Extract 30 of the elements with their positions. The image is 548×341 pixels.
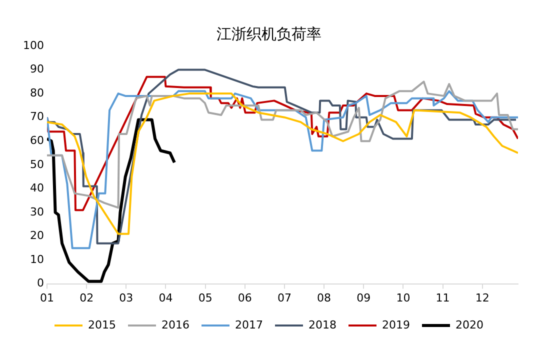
y-tick-label: 50: [30, 158, 44, 171]
x-tick-label: 08: [317, 291, 332, 304]
x-tick-label: 10: [396, 291, 410, 304]
y-tick-label: 20: [30, 229, 44, 242]
x-tick-label: 04: [158, 291, 173, 304]
legend-label: 2018: [308, 318, 336, 332]
y-tick-label: 40: [30, 182, 44, 195]
legend-label: 2019: [382, 318, 410, 332]
x-tick-label: 03: [119, 291, 134, 304]
legend-label: 2016: [162, 318, 190, 332]
legend-label: 2015: [88, 318, 116, 332]
x-tick-label: 06: [238, 291, 252, 304]
x-tick-label: 01: [40, 291, 54, 304]
chart-title: 江浙织机负荷率: [216, 24, 322, 43]
y-tick-label: 30: [30, 205, 44, 218]
y-tick-label: 10: [30, 252, 44, 266]
y-tick-label: 0: [36, 276, 44, 290]
y-tick-label: 80: [30, 86, 44, 100]
y-tick-label: 60: [30, 134, 44, 147]
x-tick-label: 02: [80, 291, 94, 304]
legend-label: 2020: [455, 318, 484, 332]
x-tick-label: 09: [356, 291, 371, 304]
x-tick-label: 11: [436, 291, 450, 304]
x-tick-label: 05: [198, 291, 212, 304]
x-tick-label: 07: [277, 291, 292, 304]
y-tick-label: 100: [22, 38, 44, 52]
legend-label: 2017: [235, 318, 264, 332]
y-tick-label: 70: [30, 110, 44, 124]
x-tick-label: 12: [475, 291, 490, 304]
y-tick-label: 90: [30, 62, 44, 76]
